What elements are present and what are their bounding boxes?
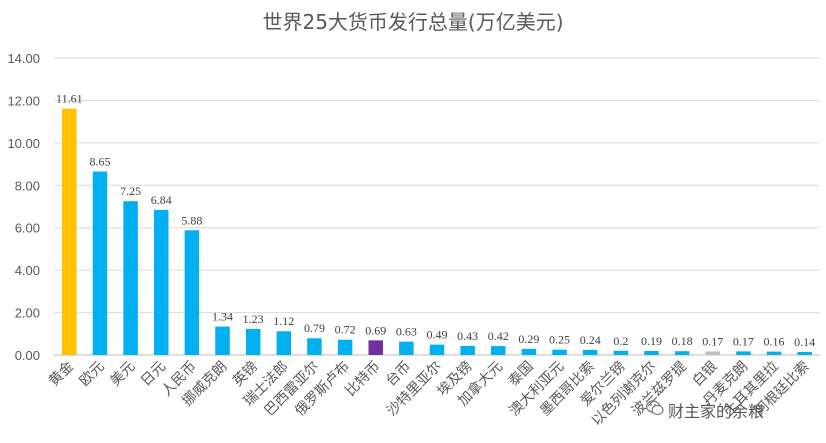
bar [521, 348, 537, 355]
bar [460, 345, 475, 355]
data-label: 0.72 [335, 323, 356, 337]
y-tick-label: 6.00 [15, 221, 40, 236]
data-label: 0.16 [764, 335, 785, 349]
bar [797, 352, 812, 355]
data-label: 0.63 [396, 325, 417, 339]
bar [582, 349, 598, 355]
bar [307, 338, 322, 355]
bar [276, 331, 292, 355]
bar [736, 351, 751, 355]
y-tick-label: 0.00 [15, 348, 40, 363]
data-label: 0.17 [733, 334, 754, 348]
bar [153, 209, 169, 355]
y-tick-label: 8.00 [15, 178, 40, 193]
bar [429, 344, 445, 355]
data-label: 0.17 [702, 334, 723, 348]
x-tick-label: 美元 [107, 359, 138, 390]
bar [123, 201, 138, 355]
y-tick-label: 4.00 [15, 263, 40, 278]
data-label: 5.88 [181, 213, 202, 227]
data-label: 0.19 [641, 334, 662, 348]
data-label: 0.43 [457, 329, 478, 343]
x-tick-label: 黄金 [45, 358, 77, 390]
bar [705, 351, 721, 355]
y-axis-ticks: 0.00 2.00 4.00 6.00 8.00 10.00 12.00 14.00 [7, 51, 40, 363]
y-tick-label: 14.00 [7, 51, 40, 66]
bar [337, 339, 353, 355]
data-label: 7.25 [120, 184, 141, 198]
data-label: 0.42 [488, 329, 509, 343]
bar [766, 351, 782, 355]
data-label: 6.84 [151, 193, 172, 207]
bar [62, 108, 77, 355]
data-label: 0.69 [365, 323, 386, 337]
data-label: 11.61 [56, 92, 83, 106]
data-label: 0.14 [794, 335, 815, 349]
watermark-text: 财主家的余粮 [668, 402, 765, 421]
data-label: 1.23 [243, 312, 264, 326]
bar [674, 351, 690, 355]
data-label: 0.29 [518, 332, 539, 346]
data-label: 1.34 [212, 310, 233, 324]
data-label: 8.65 [89, 154, 110, 168]
y-tick-label: 2.00 [15, 306, 40, 321]
data-label: 0.2 [613, 334, 628, 348]
bar [491, 346, 506, 355]
chart-title: 世界25大货币发行总量(万亿美元) [262, 10, 563, 34]
x-tick-label: 比特币 [343, 359, 384, 400]
data-label: 0.79 [304, 321, 325, 335]
bar [184, 230, 200, 355]
bar [215, 326, 230, 355]
data-label: 0.25 [549, 333, 570, 347]
data-label: 0.24 [580, 333, 601, 347]
bars [62, 108, 812, 355]
data-label: 0.49 [427, 328, 448, 342]
data-label: 1.12 [273, 314, 294, 328]
bar [552, 349, 567, 355]
data-labels: 11.61 8.65 7.25 6.84 5.88 1.34 1.23 1.12 0.79 0.7… [56, 92, 815, 349]
bar [644, 350, 659, 355]
gridlines [54, 57, 820, 356]
bar [613, 350, 629, 355]
y-tick-label: 10.00 [7, 136, 40, 151]
wechat-icon [646, 400, 664, 416]
bar [368, 340, 383, 355]
data-label: 0.18 [672, 334, 693, 348]
bar [92, 171, 108, 355]
bar [399, 341, 414, 355]
y-tick-label: 12.00 [7, 93, 40, 108]
x-tick-label: 欧元 [77, 359, 108, 390]
bar [245, 328, 261, 355]
